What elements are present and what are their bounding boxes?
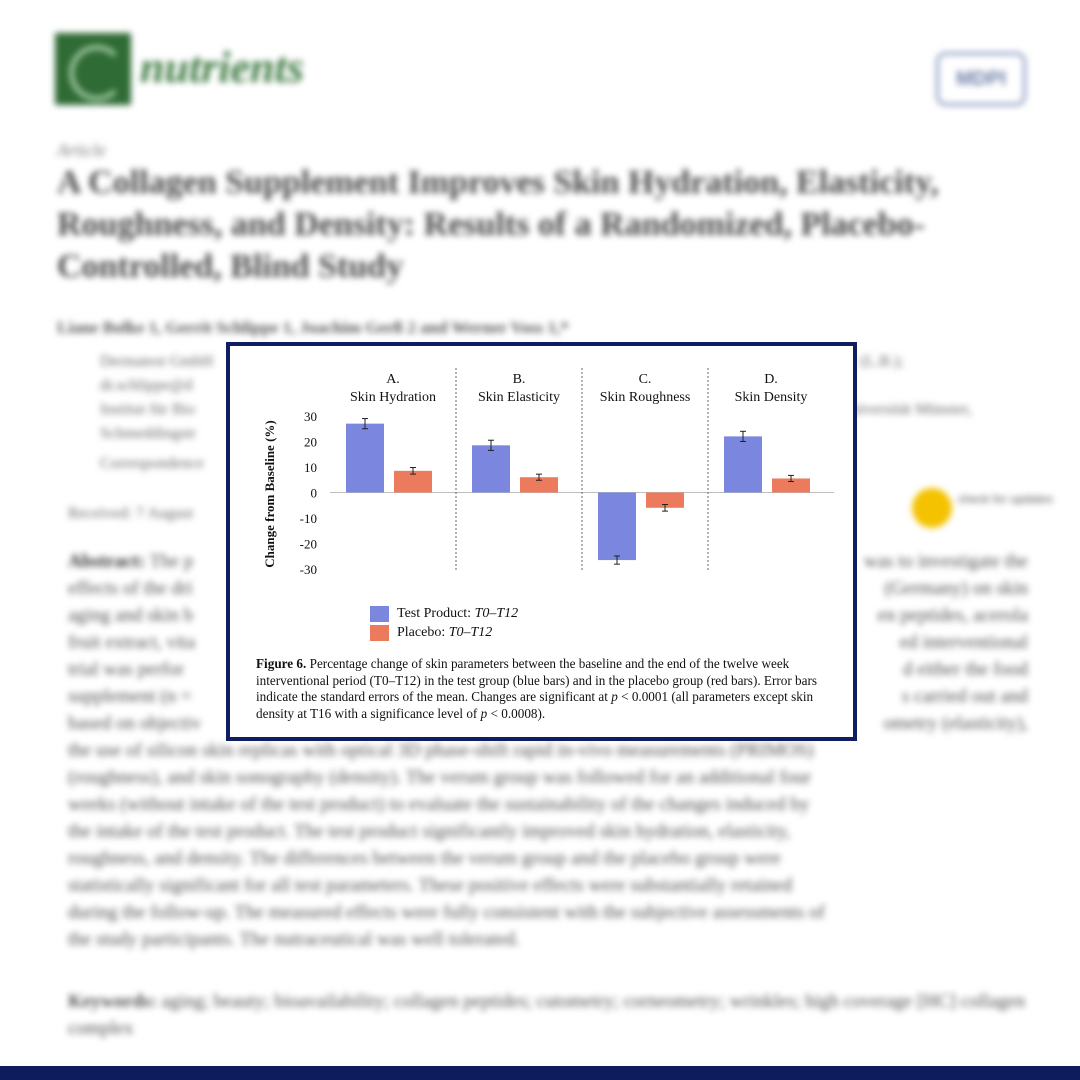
bar-placebo: [520, 477, 558, 493]
y-axis-label: Change from Baseline (%): [262, 420, 277, 567]
panel-title: Skin Hydration: [350, 390, 436, 405]
bar-placebo: [772, 478, 810, 493]
chart-legend: Test Product: T0–T12 Placebo: T0–T12: [370, 604, 518, 642]
y-tick-label: 10: [304, 460, 317, 475]
y-tick-label: -20: [300, 537, 317, 552]
panel-title: Skin Density: [735, 390, 808, 405]
bar-test: [346, 423, 384, 493]
journal-logo-icon: [55, 33, 131, 105]
figure-caption: Figure 6. Percentage change of skin para…: [256, 656, 818, 721]
bar-chart: Change from Baseline (%) 30 20 10 0 -10 -20 -3…: [262, 368, 834, 577]
panel-title: Skin Elasticity: [478, 390, 560, 405]
legend-swatch-placebo: [370, 624, 389, 641]
bar-placebo: [646, 492, 684, 508]
legend-item-test: Test Product: T0–T12: [370, 604, 518, 623]
figure-card: Change from Baseline (%) 30 20 10 0 -10 -20 -3…: [226, 342, 857, 741]
bottom-bar: [0, 1066, 1080, 1080]
received-date: Received: 7 August: [68, 505, 194, 522]
article-title: A Collagen Supplement Improves Skin Hydr…: [57, 164, 939, 285]
bar-placebo: [394, 470, 432, 493]
y-tick-label: -10: [300, 511, 317, 526]
article-type-label: Article: [57, 140, 106, 160]
keywords: Keywords: aging; beauty; bioavailability…: [68, 991, 1026, 1039]
legend-swatch-test: [370, 605, 389, 622]
crossmark-icon[interactable]: [912, 488, 952, 528]
panel-title: Skin Roughness: [600, 390, 691, 405]
y-tick-label: -30: [300, 562, 317, 577]
affiliation-1: Dermatest GmbH (L.B.); dr.schlippe@d: [100, 353, 904, 394]
legend-item-placebo: Placebo: T0–T12: [370, 623, 518, 642]
journal-name: nutrients: [140, 43, 304, 92]
publisher-logo: MDPI: [936, 52, 1026, 106]
affiliation-3: Correspondence: [100, 455, 204, 472]
panel-letter: A.: [386, 372, 400, 387]
bar-test: [724, 436, 762, 493]
y-tick-label: 30: [304, 409, 317, 424]
affiliation-2: Institut für Bio Universität Münster, Sc…: [100, 401, 972, 442]
bar-test: [598, 492, 636, 561]
panel-letter: C.: [639, 372, 652, 387]
bar-test: [472, 445, 510, 493]
y-tick-label: 20: [304, 435, 317, 450]
y-tick-label: 0: [311, 486, 318, 501]
panel-letter: D.: [764, 372, 778, 387]
figure-label: Figure 6.: [256, 656, 307, 671]
article-authors: Liane Bolke 1, Gerrit Schlippe 1, Joachi…: [57, 318, 569, 337]
panel-letter: B.: [513, 372, 526, 387]
crossmark-label[interactable]: check for updates: [958, 492, 1053, 506]
abstract: Abstract: The p was to investigate the ef…: [68, 551, 1028, 950]
